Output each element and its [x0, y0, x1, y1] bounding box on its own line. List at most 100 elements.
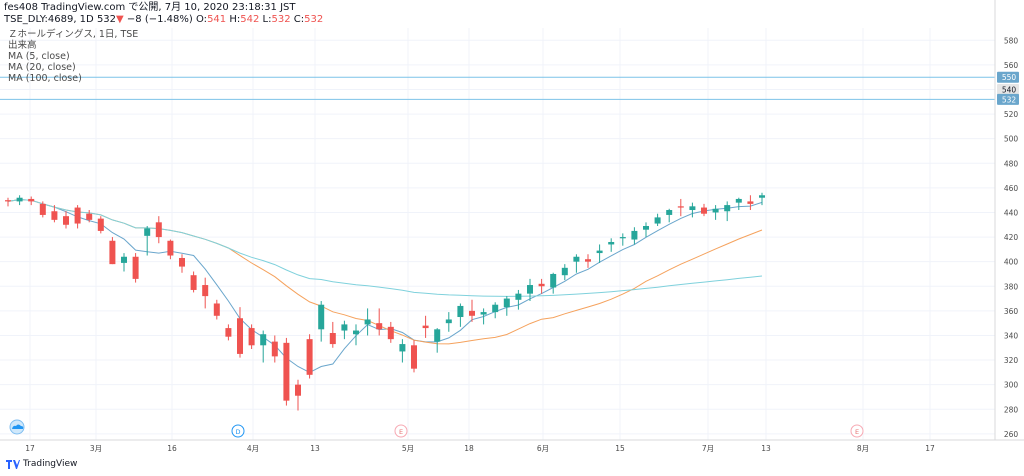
- candle[interactable]: [527, 278, 533, 302]
- candle[interactable]: [422, 315, 429, 338]
- time-tick-label: 3月: [90, 444, 102, 453]
- candle[interactable]: [353, 324, 359, 346]
- candle[interactable]: [202, 277, 209, 309]
- candle[interactable]: [39, 201, 46, 218]
- candle[interactable]: [585, 254, 591, 268]
- candle[interactable]: [155, 216, 162, 244]
- legend-ma5[interactable]: MA (5, close): [8, 51, 70, 62]
- candle[interactable]: [329, 321, 336, 348]
- time-tick-label: 5月: [402, 444, 414, 453]
- candle[interactable]: [109, 237, 116, 265]
- candle[interactable]: [190, 271, 197, 293]
- candle[interactable]: [619, 233, 626, 246]
- candle[interactable]: [364, 308, 371, 336]
- candle[interactable]: [63, 211, 69, 229]
- candle[interactable]: [16, 195, 23, 206]
- candle[interactable]: [51, 205, 58, 223]
- candle[interactable]: [469, 299, 475, 322]
- ma5-line: [7, 199, 763, 373]
- candle[interactable]: [97, 216, 104, 234]
- candle[interactable]: [5, 197, 11, 207]
- price-tick-label: 280: [1004, 405, 1019, 414]
- ohlc-row: TSE_DLY:4689, 1D 532▼ −8 (−1.48%) O:541 …: [4, 14, 323, 26]
- price-change: −8 (−1.48%): [126, 14, 193, 25]
- candle[interactable]: [492, 302, 499, 319]
- legend-ma100[interactable]: MA (100, close): [8, 73, 82, 84]
- candle[interactable]: [538, 278, 545, 294]
- candle[interactable]: [179, 254, 185, 273]
- candle[interactable]: [283, 337, 290, 406]
- dividend-marker[interactable]: D: [231, 424, 245, 438]
- time-tick-label: 18: [464, 444, 474, 453]
- legend-ma20[interactable]: MA (20, close): [8, 62, 76, 73]
- candle[interactable]: [28, 196, 35, 206]
- candle[interactable]: [561, 264, 568, 281]
- candle[interactable]: [724, 201, 731, 222]
- candle[interactable]: [144, 226, 151, 256]
- price-tick-label: 340: [1004, 331, 1019, 340]
- publish-info: fes408 TradingView.com で公開, 7月 10, 2020 …: [4, 2, 296, 13]
- moving-average-lines: [7, 199, 763, 373]
- candle[interactable]: [631, 227, 638, 245]
- candle[interactable]: [666, 208, 673, 223]
- tradingview-footer[interactable]: TradingView: [6, 459, 77, 469]
- candle[interactable]: [445, 312, 452, 332]
- candle[interactable]: [712, 205, 719, 220]
- low-label: L:: [262, 14, 272, 25]
- candle[interactable]: [759, 192, 765, 206]
- candle[interactable]: [434, 328, 441, 353]
- candle[interactable]: [387, 321, 394, 343]
- candle[interactable]: [735, 197, 742, 211]
- candle[interactable]: [596, 244, 603, 263]
- price-axis: 260 280 300 320 340 360 380 400 420 440 460 480 500 5…: [994, 0, 1024, 476]
- cloud-icon[interactable]: [9, 419, 25, 435]
- candle[interactable]: [86, 210, 93, 223]
- time-tick-label: 15: [615, 444, 625, 453]
- candle[interactable]: [132, 253, 139, 283]
- price-tick-label: 400: [1004, 258, 1019, 267]
- candle[interactable]: [121, 253, 127, 272]
- candle[interactable]: [167, 239, 174, 260]
- candle[interactable]: [260, 330, 267, 363]
- legend-title[interactable]: Ｚホールディングス, 1日, TSE: [8, 29, 139, 40]
- down-arrow-icon: ▼: [116, 14, 124, 25]
- candle[interactable]: [608, 238, 615, 252]
- time-tick-label: 7月: [702, 444, 714, 453]
- candle[interactable]: [318, 301, 325, 342]
- legend-volume[interactable]: 出来高: [8, 40, 37, 51]
- candle[interactable]: [399, 339, 406, 363]
- candle[interactable]: [701, 203, 707, 217]
- candle[interactable]: [295, 379, 301, 411]
- candle[interactable]: [503, 296, 510, 316]
- candle[interactable]: [411, 340, 417, 373]
- candle[interactable]: [515, 289, 522, 310]
- candle[interactable]: [573, 254, 580, 273]
- candle[interactable]: [271, 335, 278, 363]
- last-price: 532: [96, 14, 117, 25]
- candle[interactable]: [237, 307, 243, 358]
- candle[interactable]: [654, 213, 661, 227]
- price-tick-label: 260: [1004, 430, 1019, 439]
- candle[interactable]: [341, 320, 348, 340]
- candle[interactable]: [480, 308, 487, 325]
- candle[interactable]: [213, 299, 220, 320]
- time-tick-label: 13: [761, 444, 771, 453]
- candle[interactable]: [457, 303, 464, 327]
- candle[interactable]: [747, 195, 754, 211]
- candle[interactable]: [74, 205, 81, 229]
- candle[interactable]: [225, 324, 232, 341]
- candle[interactable]: [550, 272, 557, 294]
- time-tick-label: 8月: [857, 444, 869, 453]
- candle[interactable]: [248, 324, 255, 349]
- candle[interactable]: [306, 334, 313, 379]
- candle[interactable]: [689, 202, 696, 218]
- candle[interactable]: [643, 222, 649, 238]
- candle[interactable]: [376, 308, 383, 336]
- earnings-marker[interactable]: E: [850, 424, 864, 438]
- high-label: H:: [229, 14, 241, 25]
- indicator-legend: Ｚホールディングス, 1日, TSE 出来高 MA (5, close) MA …: [8, 29, 138, 84]
- earnings-marker[interactable]: E: [394, 424, 408, 438]
- candle[interactable]: [677, 198, 684, 217]
